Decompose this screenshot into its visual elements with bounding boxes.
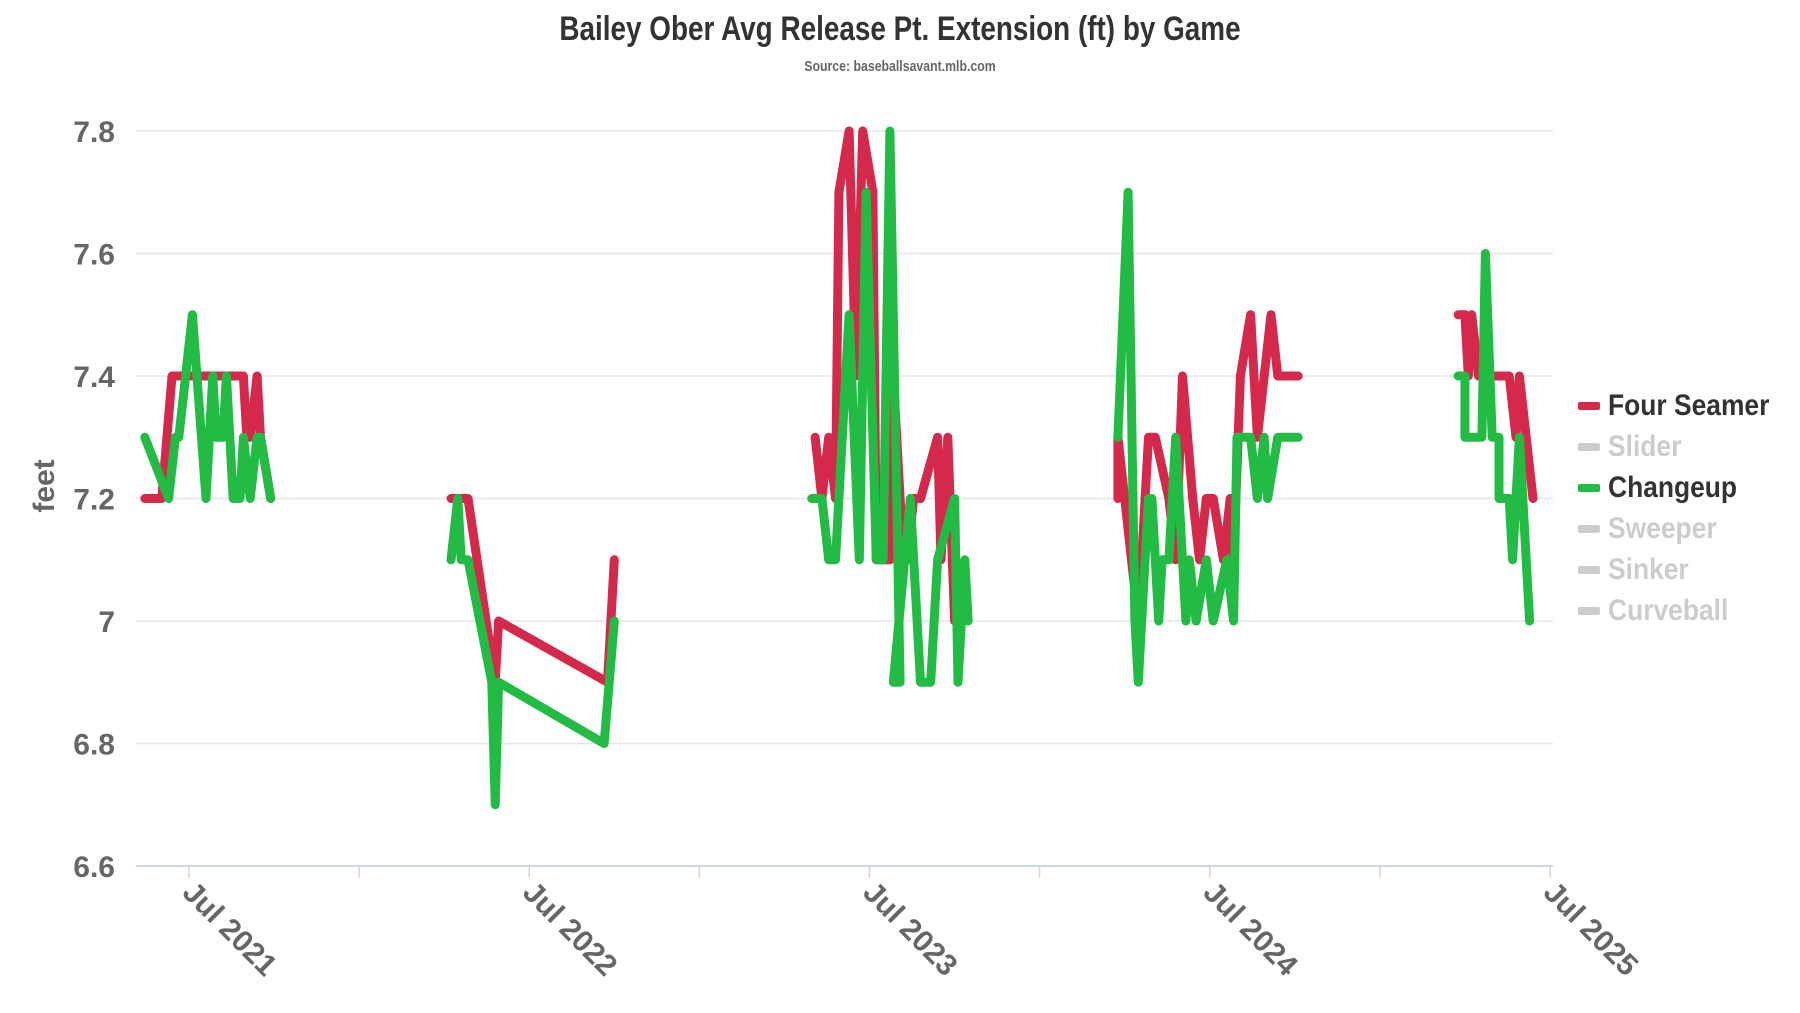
legend-swatch-icon	[1578, 442, 1600, 451]
legend-swatch-icon	[1578, 565, 1600, 574]
x-tick-label: Jul 2021	[176, 876, 283, 983]
series-line-changeup	[1453, 249, 1535, 626]
y-tick-label: 7.8	[73, 116, 115, 149]
legend-label: Slider	[1608, 429, 1682, 463]
y-tick-label: 7.4	[73, 361, 115, 394]
legend-label: Four Seamer	[1608, 388, 1770, 422]
y-tick-label: 7	[98, 606, 115, 639]
series-line-four-seamer	[1113, 310, 1303, 626]
legend-label: Curveball	[1608, 593, 1729, 627]
series-line-changeup	[446, 494, 619, 810]
plot-series	[140, 126, 1538, 810]
x-tick-label: Jul 2022	[516, 876, 623, 983]
legend-label: Sweeper	[1608, 511, 1717, 545]
legend-item-four-seamer[interactable]: Four Seamer	[1578, 385, 1791, 426]
x-tick-label: Jul 2025	[1537, 876, 1644, 983]
legend-item-sweeper[interactable]: Sweeper	[1578, 508, 1791, 549]
y-axis-label: feet	[28, 459, 61, 512]
y-tick-label: 6.6	[73, 851, 115, 884]
series-line-changeup	[807, 126, 973, 687]
legend-item-curveball[interactable]: Curveball	[1578, 590, 1791, 631]
x-tick-label: Jul 2023	[857, 876, 964, 983]
legend-swatch-icon	[1578, 524, 1600, 533]
legend-item-slider[interactable]: Slider	[1578, 426, 1791, 467]
y-axis: 7.8 7.6 7.4 7.2 7 6.8 6.6	[73, 116, 115, 884]
y-tick-label: 7.6	[73, 239, 115, 272]
series-line-changeup	[1113, 187, 1303, 687]
gridlines	[136, 130, 1553, 745]
legend-swatch-icon	[1578, 483, 1600, 492]
legend: Four Seamer Slider Changeup Sweeper Sink…	[1578, 385, 1791, 631]
y-tick-label: 6.8	[73, 729, 115, 762]
series-line-four-seamer	[140, 371, 276, 503]
chart-title: Bailey Ober Avg Release Pt. Extension (f…	[559, 10, 1241, 48]
y-tick-label: 7.2	[73, 484, 115, 517]
legend-swatch-icon	[1578, 606, 1600, 615]
legend-swatch-icon	[1578, 401, 1600, 410]
legend-label: Changeup	[1608, 470, 1738, 504]
series-line-changeup	[140, 310, 276, 503]
x-tick-label: Jul 2024	[1197, 876, 1304, 983]
legend-item-changeup[interactable]: Changeup	[1578, 467, 1791, 508]
x-axis: Jul 2021 Jul 2022 Jul 2023 Jul 2024 Jul 2025	[136, 865, 1644, 983]
legend-item-sinker[interactable]: Sinker	[1578, 549, 1791, 590]
legend-label: Sinker	[1608, 552, 1689, 586]
chart-subtitle: Source: baseballsavant.mlb.com	[804, 58, 996, 75]
